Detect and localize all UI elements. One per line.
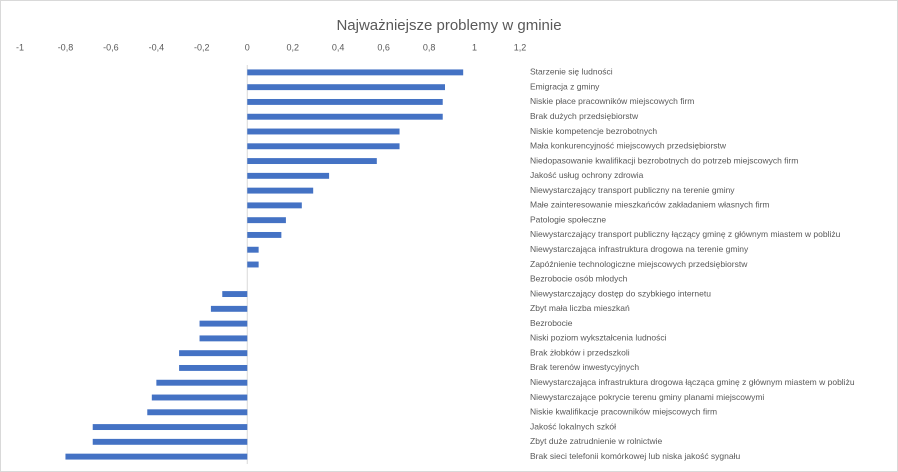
- category-label: Niewystarczający transport publiczny łąc…: [530, 229, 841, 239]
- category-label: Niewystarczające pokrycie terenu gminy p…: [530, 392, 764, 402]
- bar: [247, 143, 400, 150]
- bar: [179, 350, 248, 357]
- category-label: Brak terenów inwestycyjnych: [530, 362, 639, 372]
- x-tick-label: 0,6: [377, 42, 390, 52]
- bar: [92, 424, 248, 431]
- bar: [247, 69, 464, 76]
- category-label: Brak żłobków i przedszkoli: [530, 347, 630, 357]
- x-tick-label: -0,2: [194, 42, 210, 52]
- category-label: Bezrobocie: [530, 318, 573, 328]
- bar: [199, 335, 248, 342]
- x-tick-label: 0,8: [423, 42, 436, 52]
- category-label: Patologie społeczne: [530, 214, 606, 224]
- bar: [247, 246, 259, 253]
- category-label: Zbyt duże zatrudnienie w rolnictwie: [530, 436, 663, 446]
- bar: [247, 217, 286, 224]
- x-tick-label: 0,2: [286, 42, 299, 52]
- category-label: Niskie kompetencje bezrobotnych: [530, 126, 657, 136]
- category-label: Brak sieci telefonii komórkowej lub nisk…: [530, 451, 741, 461]
- category-label: Niewystarczająca infrastruktura drogowa …: [530, 244, 749, 254]
- x-tick-label: -0,4: [149, 42, 165, 52]
- x-tick-label: 0: [245, 42, 250, 52]
- category-label: Niskie kwalifikacje pracowników miejscow…: [530, 407, 717, 417]
- bar: [199, 320, 248, 327]
- x-tick-label: -0,8: [58, 42, 74, 52]
- bar: [247, 128, 400, 135]
- category-label: Niedopasowanie kwalifikacji bezrobotnych…: [530, 155, 798, 165]
- bar: [247, 84, 445, 91]
- bar: [156, 379, 248, 386]
- category-label: Niskie płace pracowników miejscowych fir…: [530, 96, 694, 106]
- category-label: Niewystarczająca infrastruktura drogowa …: [530, 377, 855, 387]
- x-tick-label: 1,2: [514, 42, 527, 52]
- category-label: Jakość lokalnych szkół: [530, 421, 616, 431]
- x-tick-label: -0,6: [103, 42, 119, 52]
- bar: [247, 158, 377, 165]
- category-label: Starzenie się ludności: [530, 67, 613, 77]
- bar: [210, 305, 248, 312]
- bar: [147, 409, 248, 416]
- category-label: Emigracja z gminy: [530, 81, 600, 91]
- category-label: Zapóźnienie technologiczne miejscowych p…: [530, 259, 748, 269]
- bar: [65, 453, 248, 460]
- bar: [179, 364, 248, 371]
- bar: [247, 98, 443, 105]
- bar: [92, 438, 248, 445]
- bar: [247, 113, 443, 120]
- chart-title: Najważniejsze problemy w gminie: [336, 17, 561, 34]
- category-label: Niski poziom wykształcenia ludności: [530, 333, 667, 343]
- x-tick-label: 1: [472, 42, 477, 52]
- bar: [247, 172, 330, 179]
- category-label: Niewystarczający dostęp do szybkiego int…: [530, 288, 711, 298]
- bar: [247, 202, 302, 209]
- category-label: Bezrobocie osób młodych: [530, 274, 628, 284]
- bar: [247, 261, 259, 268]
- category-label: Brak dużych przedsiębiorstw: [530, 111, 639, 121]
- category-label: Mała konkurencyjność miejscowych przedsi…: [530, 141, 727, 151]
- category-label: Jakość usług ochrony zdrowia: [530, 170, 644, 180]
- category-label: Małe zainteresowanie mieszkańców zakłada…: [530, 200, 770, 210]
- bar: [222, 291, 248, 298]
- category-label: Niewystarczający transport publiczny na …: [530, 185, 735, 195]
- bar: [247, 187, 314, 194]
- x-tick-label: 0,4: [332, 42, 345, 52]
- x-tick-label: -1: [16, 42, 24, 52]
- bar: [151, 394, 248, 401]
- bar: [247, 231, 282, 238]
- category-label: Zbyt mała liczba mieszkań: [530, 303, 630, 313]
